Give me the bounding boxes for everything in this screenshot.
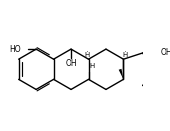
Text: OH: OH bbox=[65, 59, 77, 68]
Polygon shape bbox=[143, 36, 151, 53]
Polygon shape bbox=[119, 69, 123, 79]
Text: Ḣ: Ḣ bbox=[123, 51, 128, 58]
Text: OH: OH bbox=[160, 48, 170, 58]
Text: HO: HO bbox=[9, 45, 21, 54]
Text: H: H bbox=[89, 63, 95, 69]
Text: Ḣ: Ḣ bbox=[84, 51, 89, 58]
